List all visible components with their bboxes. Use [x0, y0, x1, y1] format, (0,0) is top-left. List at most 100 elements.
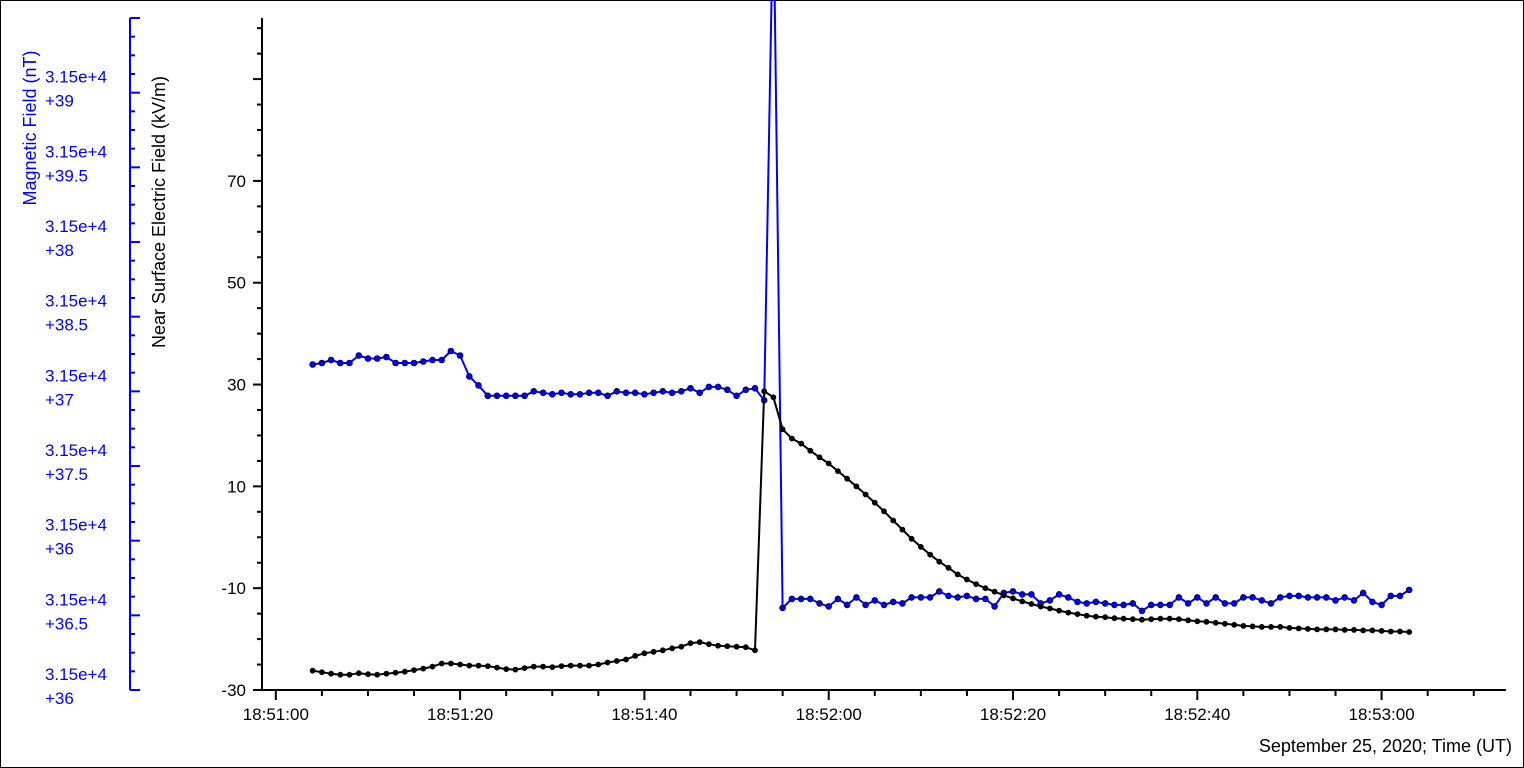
electric-data-point: [853, 483, 860, 490]
magnetic-data-point: [438, 356, 446, 364]
magnetic-tick-label: +36: [45, 540, 74, 559]
electric-data-point: [383, 670, 390, 677]
magnetic-data-point: [677, 387, 685, 395]
electric-data-point: [678, 643, 685, 650]
electric-data-point: [908, 535, 915, 542]
electric-data-point: [1083, 612, 1090, 619]
magnetic-data-point: [1267, 600, 1275, 607]
electric-data-point: [595, 661, 602, 668]
magnetic-tick-label: 3.15e+4: [45, 217, 107, 236]
magnetic-data-point: [926, 594, 934, 601]
electric-data-point: [1074, 611, 1081, 617]
magnetic-data-point: [797, 595, 805, 603]
electric-data-point: [1351, 627, 1357, 633]
electric-tick-label: 30: [227, 376, 246, 395]
electric-tick-label: 10: [227, 477, 246, 496]
magnetic-data-point: [917, 594, 925, 601]
magnetic-data-point: [1203, 600, 1210, 607]
time-axis-title: September 25, 2020; Time (UT): [1259, 736, 1512, 756]
magnetic-data-point: [982, 595, 989, 603]
magnetic-data-point: [548, 390, 556, 398]
electric-data-point: [899, 526, 906, 533]
electric-data-point: [770, 394, 777, 401]
electric-data-point: [1378, 628, 1385, 634]
magnetic-tick-label: +36: [45, 689, 74, 708]
electric-data-point: [1129, 616, 1136, 623]
magnetic-data-point: [594, 389, 602, 397]
magnetic-data-point: [502, 392, 510, 400]
magnetic-data-point: [456, 352, 464, 359]
magnetic-tick-label: 3.15e+4: [45, 68, 107, 87]
electric-data-point: [1397, 628, 1403, 635]
magnetic-data-point: [512, 392, 519, 400]
electric-data-point: [328, 670, 334, 677]
magnetic-data-point: [401, 359, 409, 367]
magnetic-data-point: [1369, 598, 1376, 606]
magnetic-data-point: [668, 389, 676, 397]
magnetic-data-point: [1258, 597, 1266, 604]
electric-data-point: [816, 454, 823, 461]
electric-data-point: [927, 551, 933, 558]
time-axis: 18:51:00 18:51:20 18:51:40 18:52:00 18:52:20…: [243, 689, 1506, 724]
electric-data-point: [484, 663, 491, 669]
electric-data-point: [1277, 624, 1284, 630]
magnetic-data-point: [1249, 594, 1256, 601]
magnetic-data-point: [419, 358, 427, 365]
electric-tick-label: 50: [227, 274, 246, 293]
electric-data-point: [706, 641, 712, 648]
electric-data-point: [669, 645, 675, 652]
electric-data-point: [447, 660, 454, 667]
magnetic-data-point: [963, 592, 971, 600]
electric-data-point: [632, 653, 639, 659]
magnetic-data-point: [825, 603, 833, 610]
time-tick-label: 18:52:00: [796, 705, 862, 724]
time-tick-label: 18:51:00: [243, 705, 309, 724]
electric-data-point: [761, 388, 768, 395]
electric-data-point: [420, 665, 427, 672]
time-tick-label: 18:51:20: [427, 705, 493, 724]
magnetic-data-point: [1028, 591, 1035, 598]
electric-data-point: [1314, 626, 1320, 633]
magnetic-data-point: [659, 387, 667, 395]
electric-data-point: [954, 571, 961, 578]
electric-data-point: [1000, 592, 1007, 599]
electric-data-point: [807, 447, 814, 454]
magnetic-data-point: [364, 355, 372, 362]
electric-data-point: [1240, 623, 1247, 629]
electric-data-point: [1139, 616, 1145, 623]
magnetic-data-point: [908, 594, 915, 601]
electric-data-point: [1028, 601, 1035, 607]
magnetic-tick-label: +37: [45, 390, 74, 409]
electric-data-point: [567, 662, 574, 669]
electric-data-point: [1093, 613, 1099, 620]
magnetic-data-point: [1212, 594, 1219, 601]
magnetic-data-point: [1405, 586, 1413, 594]
magnetic-tick-label: +38: [45, 241, 74, 260]
magnetic-data-point: [862, 601, 869, 609]
time-tick-label: 18:53:00: [1349, 705, 1415, 724]
electric-data-point: [1019, 598, 1026, 605]
magnetic-series: [309, 0, 1413, 615]
electric-data-point: [1231, 621, 1238, 628]
magnetic-data-point: [1295, 592, 1302, 600]
magnetic-data-point: [410, 359, 418, 367]
magnetic-data-point: [1304, 594, 1312, 601]
electric-data-point: [438, 660, 445, 667]
magnetic-tick-label: +39: [45, 92, 74, 111]
magnetic-data-point: [309, 361, 317, 368]
magnetic-data-point: [1286, 592, 1293, 600]
electric-data-point: [1194, 618, 1201, 625]
magnetic-data-point: [1129, 600, 1137, 607]
electric-data-point: [918, 544, 924, 550]
magnetic-data-point: [1009, 588, 1017, 595]
magnetic-axis-title: Magnetic Field (nT): [20, 50, 40, 205]
magnetic-data-point: [613, 387, 621, 395]
electric-data-point: [1286, 625, 1293, 631]
magnetic-data-point: [1018, 591, 1026, 598]
electric-data-point: [650, 648, 657, 655]
magnetic-data-point: [1055, 591, 1063, 598]
electric-data-point: [577, 662, 583, 669]
magnetic-data-point: [1387, 592, 1395, 600]
electric-tick-label: -30: [221, 681, 246, 700]
magnetic-data-point: [1074, 598, 1081, 606]
